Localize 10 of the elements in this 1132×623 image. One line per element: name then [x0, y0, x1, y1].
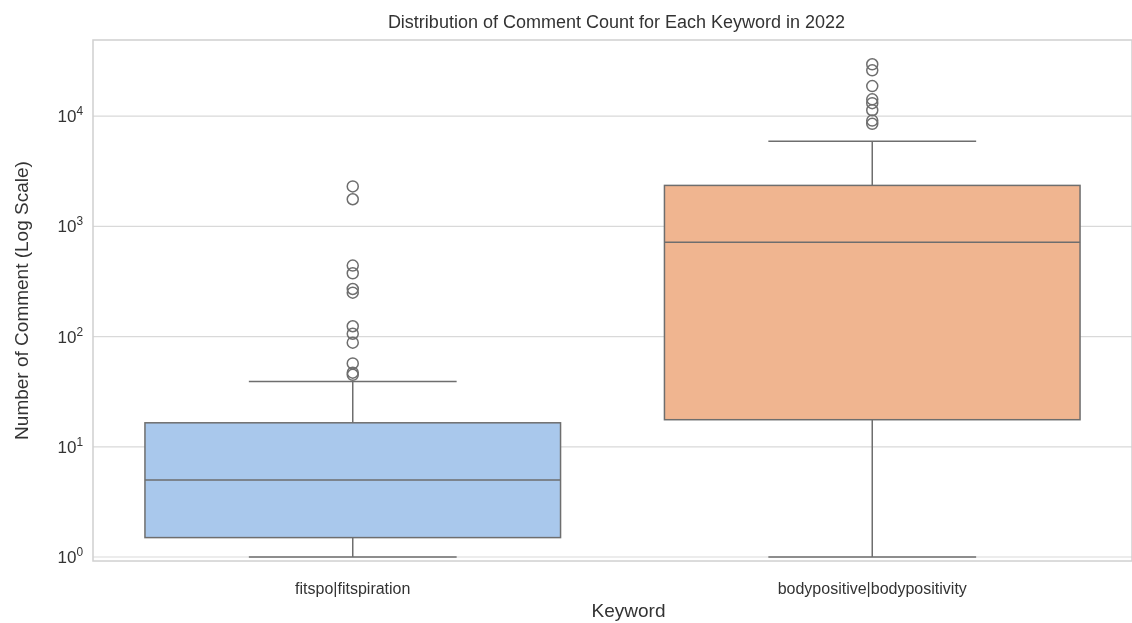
- chart-title: Distribution of Comment Count for Each Keyword in 2022: [387, 12, 846, 32]
- y-tick-label: 10$^{4}$: [57, 104, 84, 127]
- x-axis-title: Keyword: [591, 600, 666, 621]
- y-tick-label: 10$^{2}$: [57, 324, 84, 347]
- x-tick-label: fitspo|fitspiration: [295, 580, 411, 597]
- y-tick-label: 10$^{3}$: [57, 214, 84, 237]
- y-tick-label: 10$^{1}$: [57, 434, 84, 457]
- y-tick-label: 10$^{0}$: [57, 545, 84, 568]
- x-tick-label: bodypositive|bodypositivity: [777, 580, 967, 597]
- y-axis-title: Number of Comment (Log Scale): [11, 161, 32, 440]
